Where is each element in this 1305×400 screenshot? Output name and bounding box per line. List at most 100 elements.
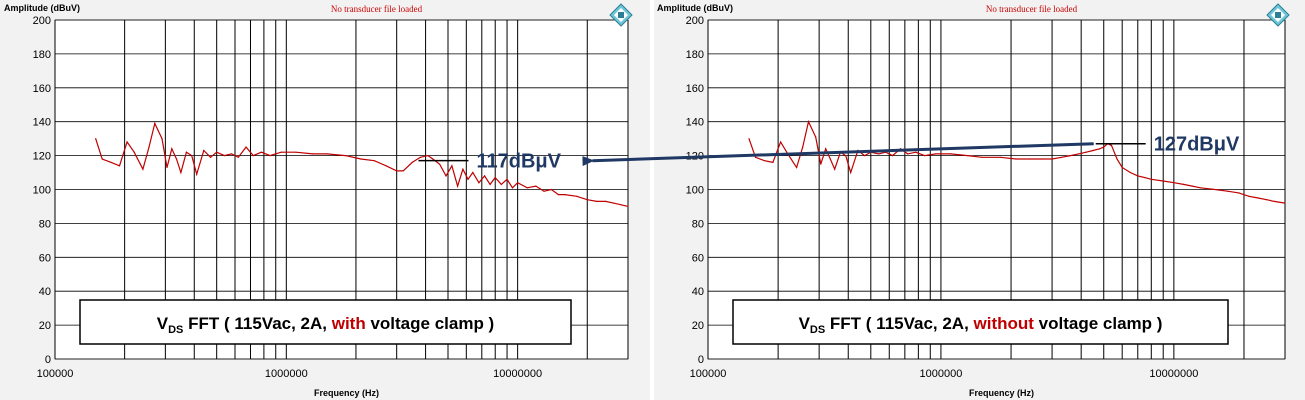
data-point	[1129, 171, 1131, 174]
data-point	[620, 204, 622, 206]
data-point	[1103, 146, 1105, 148]
data-point	[161, 138, 163, 140]
data-point	[462, 168, 464, 170]
data-point	[148, 146, 150, 148]
caption-subscript: DS	[810, 324, 825, 336]
y-tick-label: 180	[33, 49, 51, 61]
data-point	[280, 151, 282, 153]
data-point	[312, 153, 314, 155]
data-point	[191, 155, 193, 157]
data-point	[171, 148, 173, 150]
data-point	[878, 153, 880, 155]
data-point	[829, 158, 831, 160]
caption-box	[79, 299, 572, 345]
data-point	[237, 156, 239, 158]
y-tick-label: 60	[39, 252, 51, 264]
data-point	[999, 156, 1002, 158]
data-point	[154, 122, 156, 124]
data-point	[764, 160, 766, 162]
data-point	[605, 200, 607, 202]
data-point	[1284, 202, 1286, 204]
caption-prefix: FFT ( 115Vac, 2A,	[183, 314, 331, 333]
chart-panel-left: 0 20 40 60 80 100 120 140 160 180 200 100000 1000000…	[0, 0, 650, 400]
data-point	[517, 182, 519, 184]
data-point	[402, 170, 404, 172]
y-tick-label: 120	[33, 151, 51, 163]
data-point	[95, 138, 97, 140]
data-point	[864, 155, 866, 157]
data-point	[1116, 158, 1118, 160]
data-point	[966, 155, 969, 157]
y-axis-label: Amplitude (dBuV)	[4, 3, 80, 13]
data-point	[1199, 187, 1201, 189]
data-point	[457, 185, 459, 187]
y-tick-label: 0	[45, 354, 51, 366]
data-point	[472, 171, 474, 174]
caption-text: VDS FFT ( 115Vac, 2A, with voltage clamp…	[157, 314, 494, 336]
data-point	[203, 149, 205, 152]
data-point	[825, 148, 827, 150]
data-point	[216, 151, 218, 153]
data-point	[478, 182, 480, 184]
data-point	[260, 151, 262, 153]
y-tick-label: 80	[39, 218, 51, 230]
data-point	[175, 158, 178, 160]
data-point	[252, 155, 254, 157]
data-point	[1248, 195, 1250, 197]
data-point	[550, 188, 553, 191]
data-point	[845, 155, 847, 157]
data-point	[373, 160, 375, 162]
data-point	[586, 199, 588, 201]
data-point	[142, 168, 144, 170]
data-point	[432, 158, 434, 160]
data-point	[535, 185, 537, 187]
rs-logo-icon	[609, 3, 633, 27]
data-point	[439, 163, 441, 165]
spectrum-trace	[748, 119, 1286, 204]
y-tick-label: 160	[33, 83, 51, 95]
x-tick-label: 10000000	[493, 368, 542, 380]
data-point	[411, 161, 413, 163]
data-point	[780, 141, 782, 143]
data-point	[295, 151, 297, 153]
data-point	[796, 166, 798, 169]
data-point	[223, 155, 225, 157]
caption-highlight: with	[331, 314, 366, 333]
data-point	[245, 146, 247, 148]
data-point	[196, 173, 198, 175]
data-point	[101, 158, 103, 160]
data-point	[360, 158, 362, 160]
y-tick-label: 80	[692, 218, 704, 230]
data-point	[802, 146, 804, 148]
comparison-arrow	[582, 142, 1094, 167]
x-tick-label: 1000000	[920, 368, 963, 380]
data-point	[935, 153, 937, 155]
data-point	[180, 171, 182, 174]
data-point	[231, 153, 233, 155]
data-point	[484, 175, 486, 177]
data-point	[326, 153, 328, 155]
data-point	[1061, 156, 1063, 158]
data-point	[834, 168, 836, 170]
data-point	[344, 155, 346, 157]
y-tick-label: 0	[698, 354, 704, 366]
data-point	[166, 166, 168, 169]
y-tick-label: 40	[692, 286, 704, 298]
caption-v: V	[157, 314, 169, 333]
data-point	[445, 175, 447, 177]
data-point	[419, 156, 421, 158]
peak-callout-label: 117dBμV	[476, 151, 561, 173]
data-point	[596, 200, 598, 202]
caption-box	[732, 299, 1229, 345]
data-point	[807, 121, 810, 123]
data-point	[467, 178, 469, 180]
data-point	[820, 163, 822, 165]
data-point	[185, 151, 187, 153]
data-point	[915, 151, 917, 153]
data-point	[748, 138, 750, 140]
data-point	[500, 183, 502, 185]
y-tick-label: 160	[686, 83, 704, 95]
data-point	[110, 161, 112, 163]
y-tick-label: 100	[33, 185, 51, 197]
